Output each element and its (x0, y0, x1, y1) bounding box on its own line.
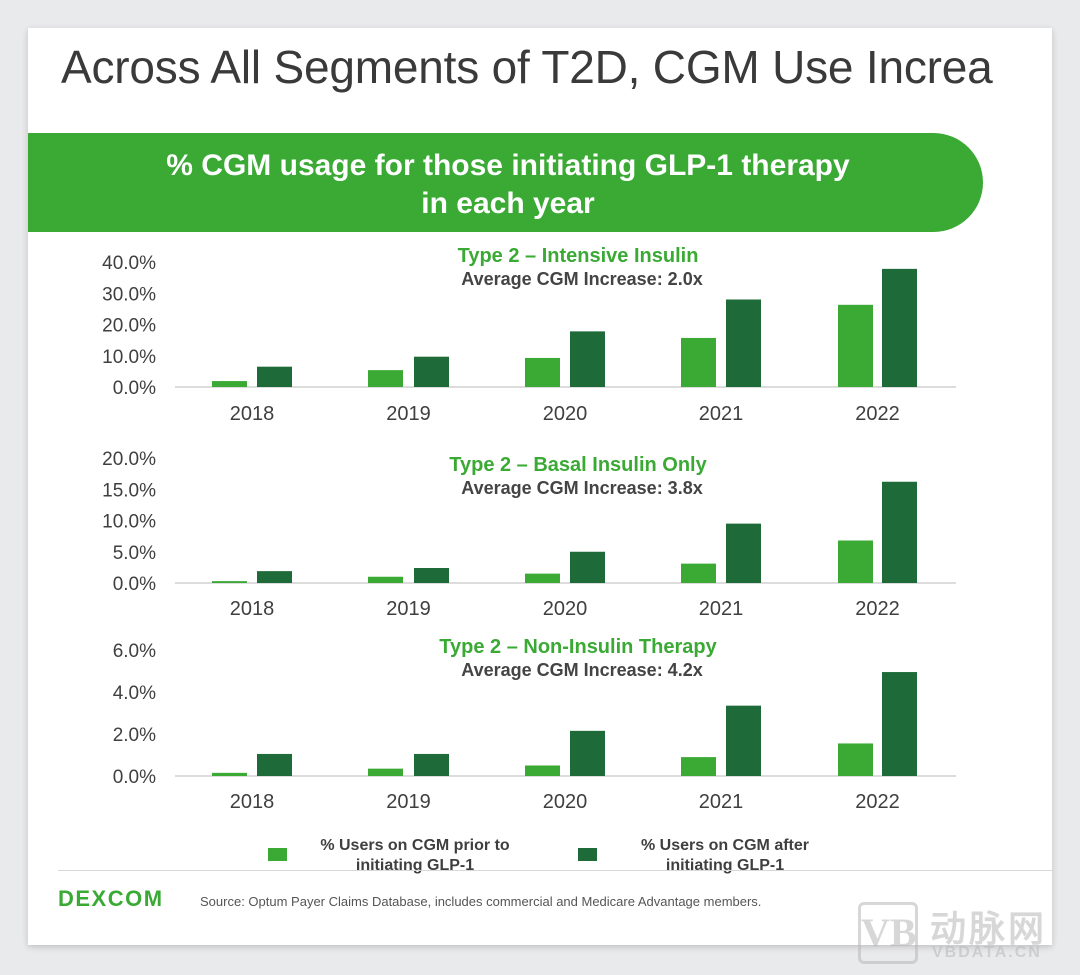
y-tick-label: 4.0% (113, 683, 156, 704)
chart-title: Type 2 – Basal Insulin Only (449, 454, 707, 476)
bar-prior (525, 573, 560, 583)
bar-prior (838, 540, 873, 583)
legend-line: % Users on CGM after (640, 837, 810, 854)
chart-title: Type 2 – Intensive Insulin (458, 245, 699, 267)
bar-after (257, 571, 292, 583)
x-tick-label: 2018 (230, 598, 275, 620)
bar-after (882, 481, 917, 583)
bar-after (257, 366, 292, 387)
slide-title: Across All Segments of T2D, CGM Use Incr… (61, 41, 993, 93)
bar-prior (681, 563, 716, 583)
x-tick-label: 2018 (230, 791, 275, 813)
legend-line: % Users on CGM prior to (320, 837, 510, 854)
banner-line: % CGM usage for those initiating GLP-1 t… (166, 149, 850, 182)
x-tick-label: 2022 (855, 598, 900, 620)
legend-swatch-after (578, 848, 597, 861)
chart-title: Type 2 – Non-Insulin Therapy (439, 636, 717, 658)
x-tick-label: 2018 (230, 403, 275, 425)
slide: Across All Segments of T2D, CGM Use Incr… (28, 28, 1052, 945)
bar-prior (212, 381, 247, 387)
x-tick-label: 2022 (855, 403, 900, 425)
bar-after (414, 568, 449, 583)
bar-prior (525, 765, 560, 776)
bar-prior (368, 768, 403, 776)
legend-label-after: % Users on CGM after initiating GLP-1 (610, 836, 840, 876)
y-tick-label: 2.0% (113, 725, 156, 746)
x-tick-label: 2022 (855, 791, 900, 813)
watermark-en: VBDATA.CN (932, 944, 1042, 961)
y-tick-label: 5.0% (113, 543, 156, 564)
x-tick-label: 2019 (386, 403, 431, 425)
bar-prior (681, 337, 716, 387)
x-tick-label: 2019 (386, 791, 431, 813)
legend-label-prior: % Users on CGM prior to initiating GLP-1 (300, 836, 530, 876)
chart-subtitle: Average CGM Increase: 4.2x (461, 660, 702, 680)
y-tick-label: 30.0% (102, 284, 156, 305)
y-tick-label: 10.0% (102, 512, 156, 533)
bar-after (570, 551, 605, 583)
bar-prior (838, 743, 873, 776)
bar-after (726, 299, 761, 387)
bar-prior (525, 357, 560, 387)
x-tick-label: 2019 (386, 598, 431, 620)
source-note: Source: Optum Payer Claims Database, inc… (200, 894, 762, 909)
y-tick-label: 40.0% (102, 253, 156, 274)
y-tick-label: 0.0% (113, 767, 156, 788)
y-tick-label: 0.0% (113, 574, 156, 595)
y-tick-label: 6.0% (113, 641, 156, 662)
x-tick-label: 2021 (699, 791, 744, 813)
bar-after (257, 753, 292, 776)
x-tick-label: 2020 (543, 403, 588, 425)
banner-text: % CGM usage for those initiating GLP-1 t… (88, 147, 928, 223)
banner-line: in each year (421, 187, 595, 220)
x-tick-label: 2020 (543, 598, 588, 620)
bar-after (882, 268, 917, 387)
chart-subtitle: Average CGM Increase: 2.0x (461, 269, 702, 289)
bar-after (882, 672, 917, 776)
y-tick-label: 20.0% (102, 316, 156, 337)
bar-after (726, 705, 761, 776)
bar-after (570, 730, 605, 776)
bar-prior (212, 772, 247, 776)
x-tick-label: 2021 (699, 598, 744, 620)
y-tick-label: 10.0% (102, 347, 156, 368)
footer-divider (58, 870, 1052, 871)
bar-prior (681, 757, 716, 776)
bar-after (570, 331, 605, 387)
legend-swatch-prior (268, 848, 287, 861)
y-tick-label: 0.0% (113, 378, 156, 399)
y-tick-label: 20.0% (102, 449, 156, 470)
legend-line: initiating GLP-1 (355, 857, 475, 874)
bar-prior (212, 581, 247, 583)
legend-line: initiating GLP-1 (665, 857, 785, 874)
y-tick-label: 15.0% (102, 480, 156, 501)
bar-prior (838, 304, 873, 387)
chart-subtitle: Average CGM Increase: 3.8x (461, 478, 702, 498)
bar-after (414, 356, 449, 387)
x-tick-label: 2020 (543, 791, 588, 813)
x-tick-label: 2021 (699, 403, 744, 425)
chart-banner: % CGM usage for those initiating GLP-1 t… (28, 133, 983, 232)
dexcom-logo: DEXCOM (58, 886, 164, 911)
bar-after (414, 753, 449, 776)
bar-after (726, 523, 761, 583)
bar-prior (368, 370, 403, 387)
bar-prior (368, 576, 403, 583)
